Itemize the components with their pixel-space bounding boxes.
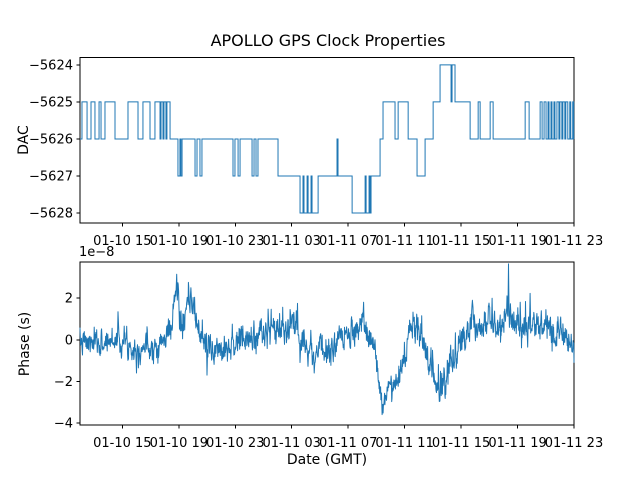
x-tick-label: 01-11 03 <box>262 234 320 249</box>
x-tick-label: 01-11 23 <box>545 436 603 451</box>
x-tick-label: 01-10 23 <box>206 234 264 249</box>
axes-spines <box>79 57 575 224</box>
x-tick-label: 01-11 07 <box>319 436 377 451</box>
y-tick-label: −5628 <box>29 207 73 222</box>
x-tick-label: 01-10 23 <box>206 436 264 451</box>
x-tick-label: 01-11 11 <box>375 436 433 451</box>
x-tick-label: 01-11 03 <box>262 436 320 451</box>
y-tick-label: −2 <box>54 375 73 390</box>
x-tick-label: 01-11 15 <box>432 234 490 249</box>
y-tick-label: −5625 <box>29 95 73 110</box>
figure-title: APOLLO GPS Clock Properties <box>211 31 446 50</box>
y-tick-label: −5626 <box>29 132 73 147</box>
x-tick-label: 01-11 11 <box>375 234 433 249</box>
x-tick-label: 01-11 19 <box>488 234 546 249</box>
y-offset-exponent-label: 1e−8 <box>79 245 114 260</box>
x-tick-label: 01-11 07 <box>319 234 377 249</box>
date-axis-label: Date (GMT) <box>287 452 367 468</box>
phase-axis-label: Phase (s) <box>17 312 33 376</box>
x-tick-label: 01-10 19 <box>150 234 208 249</box>
y-tick-label: 0 <box>65 333 73 348</box>
axes-spines <box>79 261 575 426</box>
y-tick-label: 2 <box>65 292 73 307</box>
y-tick-label: −5627 <box>29 169 73 184</box>
x-tick-label: 01-11 15 <box>432 436 490 451</box>
x-tick-label: 01-11 19 <box>488 436 546 451</box>
dac-step-line <box>80 64 575 214</box>
phase-noise-line <box>79 263 575 416</box>
x-tick-label: 01-10 19 <box>150 436 208 451</box>
x-tick-label: 01-10 15 <box>93 234 151 249</box>
y-tick-label: −4 <box>54 416 73 431</box>
x-tick-label: 01-10 15 <box>93 436 151 451</box>
x-tick-label: 01-11 23 <box>545 234 603 249</box>
y-tick-label: −5624 <box>29 58 73 73</box>
dac-axis-label: DAC <box>16 125 32 155</box>
